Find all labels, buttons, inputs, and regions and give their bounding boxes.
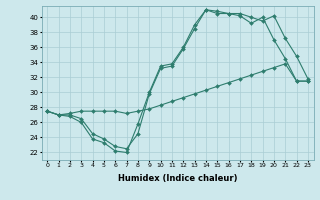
X-axis label: Humidex (Indice chaleur): Humidex (Indice chaleur)	[118, 174, 237, 183]
